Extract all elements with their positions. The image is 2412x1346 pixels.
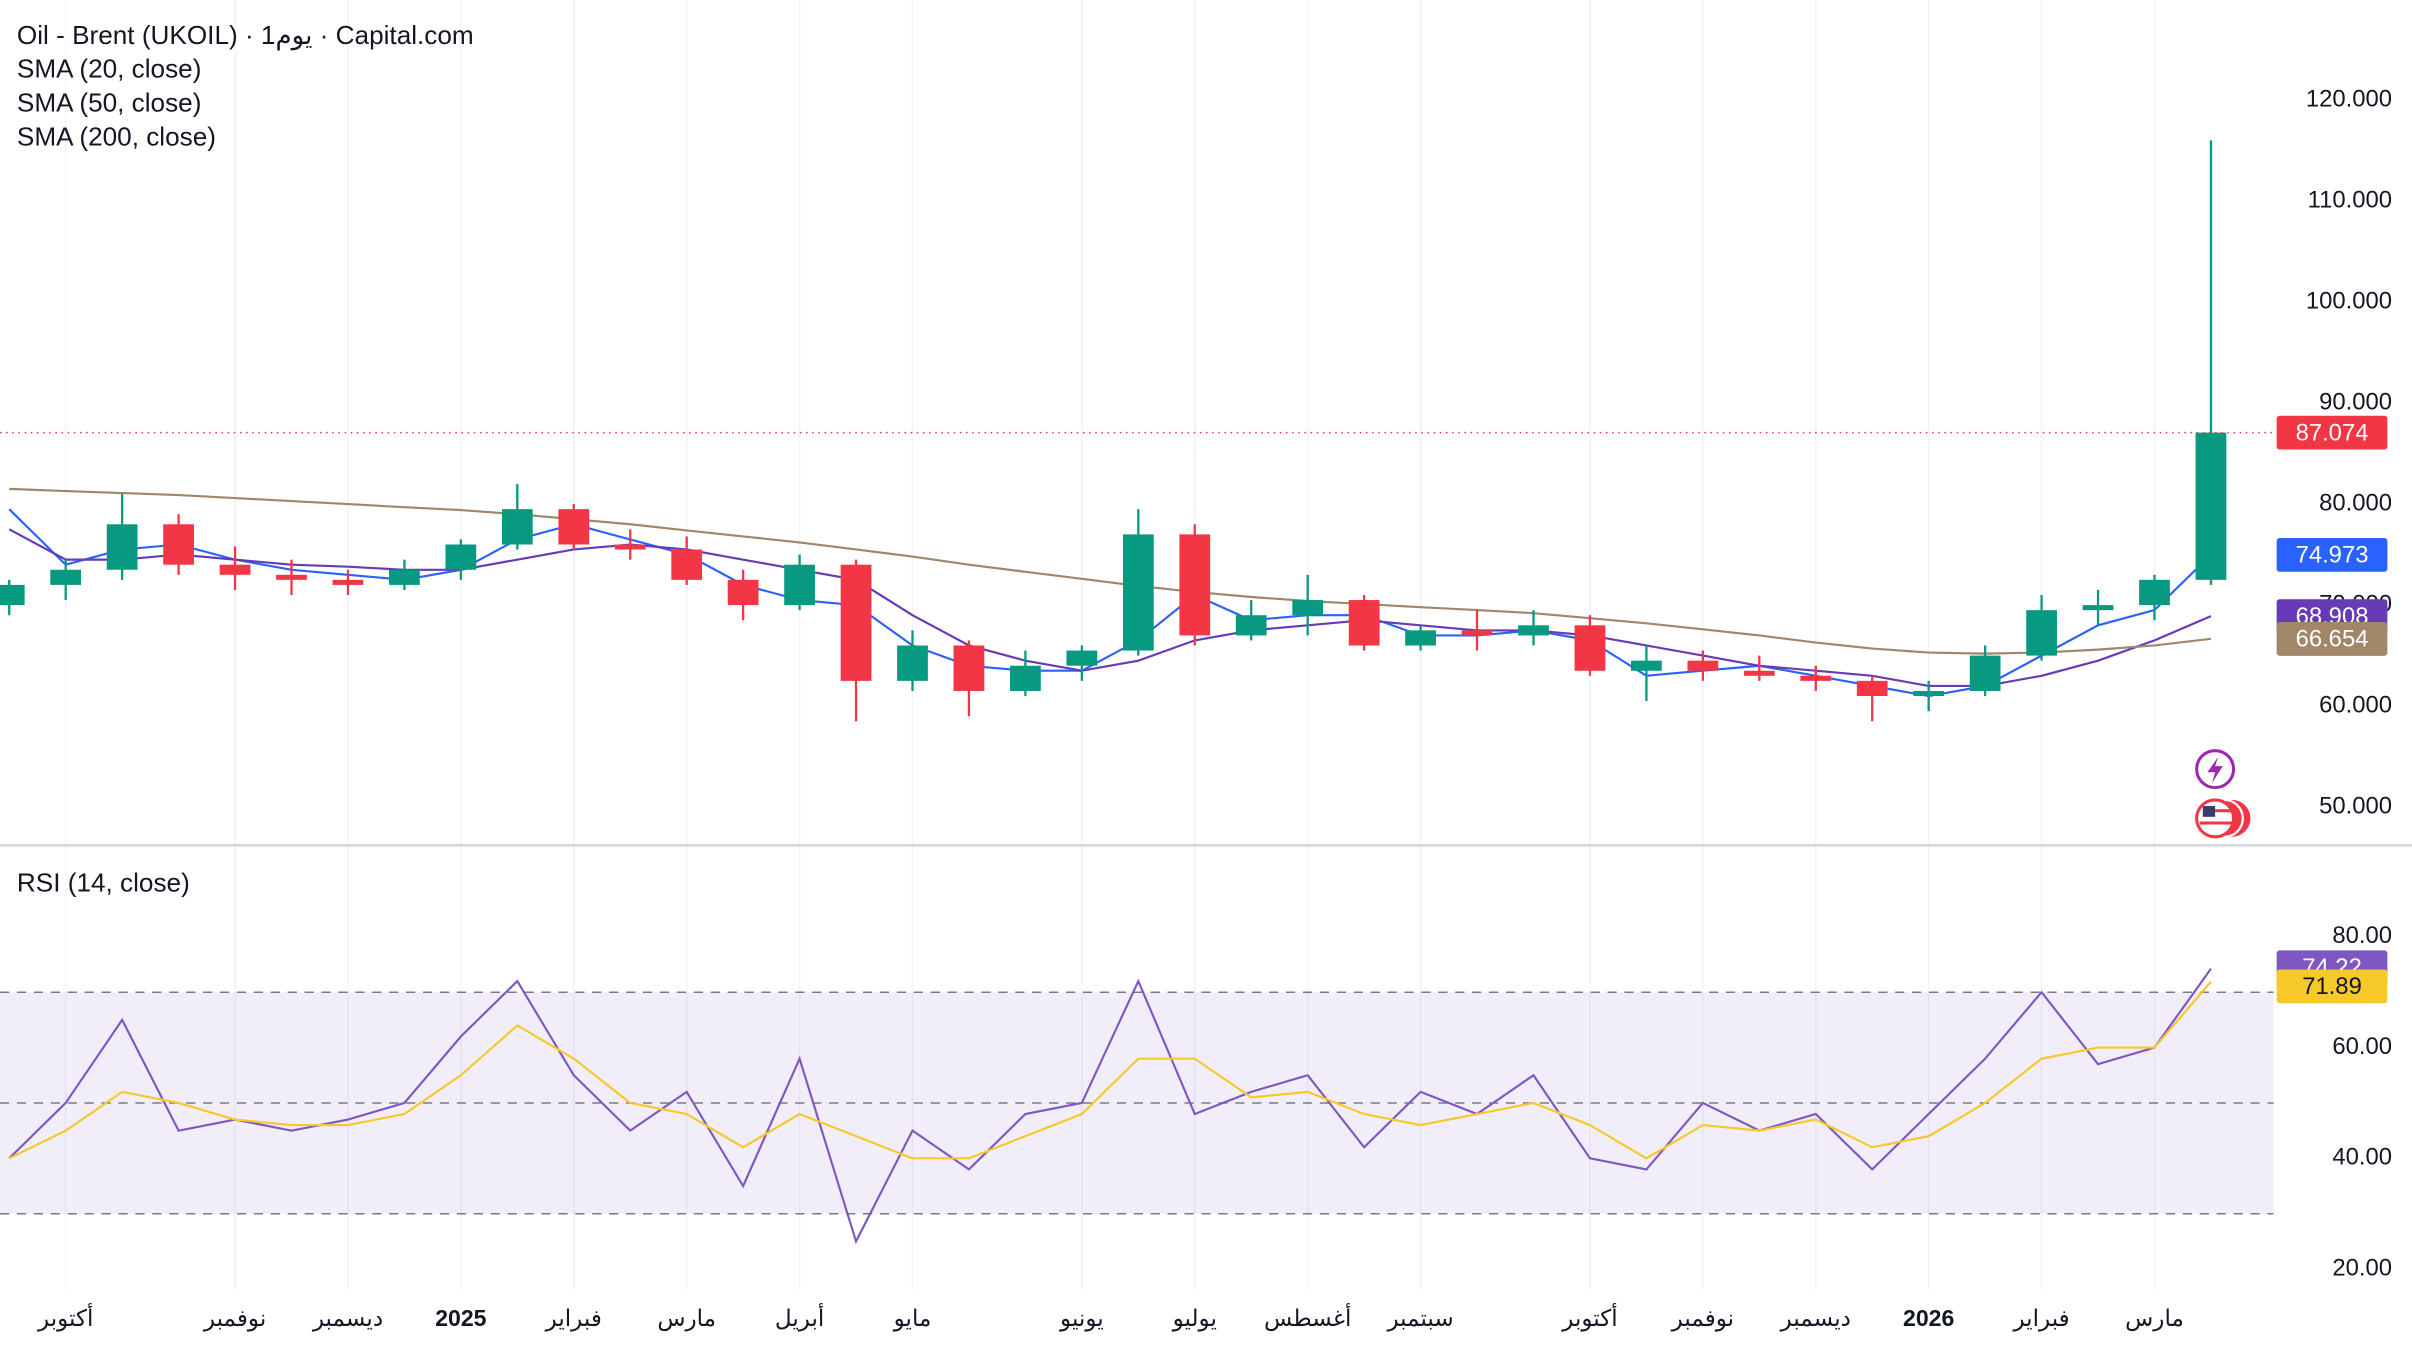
x-tick-label: مارس (2125, 1305, 2184, 1332)
candle-body (389, 569, 420, 585)
legend-entry: SMA (20, close) (17, 54, 202, 84)
candle-body (1574, 625, 1606, 671)
candle-body (840, 564, 872, 681)
flag-canton (2202, 806, 2216, 817)
candle-body (50, 569, 82, 585)
x-tick-label: نوفمبر (203, 1305, 266, 1332)
lightning-glyph (2207, 756, 2223, 783)
candle-body (1969, 655, 2001, 691)
y-tick-label: 100.000 (2306, 287, 2392, 314)
candle-body (614, 544, 646, 550)
chart-title: Oil - Brent (UKOIL) · 1يوم · Capital.com (17, 20, 474, 51)
price-badge (2276, 621, 2388, 656)
price-badge (2276, 537, 2388, 572)
x-tick-label: أكتوبر (37, 1303, 93, 1332)
candle-body (445, 544, 477, 570)
rsi-ma-line (8, 981, 2212, 1160)
candle-body (219, 564, 251, 575)
labels-layer: 50.00060.00070.00080.00090.000100.000110… (17, 54, 2392, 1332)
candle-body (671, 549, 703, 580)
candle-body (1405, 630, 1436, 646)
x-tick-label: 2026 (1903, 1305, 1954, 1331)
flag-icon[interactable] (2195, 798, 2236, 839)
candle-body (1461, 630, 1493, 636)
y-tick-label: 120.000 (2306, 85, 2392, 112)
x-tick-label: فبراير (545, 1305, 602, 1332)
candle-body (1800, 675, 1832, 681)
candle-body (0, 584, 25, 606)
x-tick-label: فبراير (2012, 1305, 2069, 1332)
y-tick-label: 20.00 (2332, 1254, 2392, 1281)
candle-body (2139, 579, 2170, 606)
y-tick-label: 60.00 (2332, 1033, 2392, 1060)
candle-body (1122, 534, 1154, 651)
candle-body (1235, 615, 1267, 636)
candle-body (727, 579, 759, 606)
x-tick-label: 2025 (435, 1305, 486, 1331)
sma-line (9, 487, 2212, 655)
candle-body (1856, 680, 1888, 697)
y-tick-label: 40.00 (2332, 1144, 2392, 1171)
y-tick-label: 80.000 (2319, 489, 2392, 516)
event-icons (2195, 749, 2251, 839)
y-tick-label: 50.000 (2319, 792, 2392, 819)
price-badge-label: 66.654 (2296, 626, 2369, 653)
candle-body (1518, 625, 1549, 636)
marks-layer (0, 140, 2274, 1245)
price-badge-label: 74.973 (2296, 542, 2369, 569)
candle-body (1292, 600, 1324, 616)
y-tick-label: 60.000 (2319, 691, 2392, 718)
y-tick-label: 110.000 (2308, 186, 2392, 213)
candle-body (1179, 534, 1211, 636)
candle-body (897, 645, 928, 681)
candle-body (276, 574, 307, 580)
candle-body (1348, 600, 1380, 646)
price-badge-label: 71.89 (2302, 973, 2362, 1000)
candle-body (953, 645, 985, 691)
x-tick-label: أبريل (775, 1303, 824, 1332)
candle-body (2082, 605, 2114, 611)
y-tick-label: 80.00 (2332, 922, 2392, 949)
candle-body (501, 509, 533, 545)
price-badge (2276, 415, 2388, 450)
x-tick-label: أكتوبر (1561, 1303, 1617, 1332)
candle-body (1913, 690, 1945, 697)
candle-body (1066, 650, 1098, 666)
x-tick-label: يوليو (1172, 1305, 1217, 1332)
sma-line (8, 528, 2212, 687)
x-tick-label: يونيو (1059, 1305, 1104, 1332)
legend-entry: SMA (50, close) (17, 88, 202, 118)
candle-body (2195, 432, 2227, 580)
price-badge-label: 87.074 (2296, 419, 2369, 446)
x-tick-label: أغسطس (1264, 1303, 1351, 1332)
rsi-line (8, 968, 2212, 1245)
candle-body (1687, 660, 1719, 671)
sma-line (8, 508, 2212, 698)
legend-entry: SMA (200, close) (17, 121, 216, 151)
candle-body (1743, 670, 1775, 676)
candle-body (332, 579, 364, 585)
candle-body (558, 509, 590, 545)
x-tick-label: نوفمبر (1671, 1305, 1734, 1332)
candle-body (106, 524, 138, 570)
candle-body (1631, 660, 1662, 671)
x-tick-label: مارس (657, 1305, 716, 1332)
x-tick-label: ديسمبر (312, 1305, 383, 1332)
candle-body (163, 524, 194, 565)
candle-body (1010, 665, 1041, 691)
x-tick-label: سبتمبر (1386, 1305, 1453, 1332)
price-badge (2276, 969, 2388, 1004)
candle-body (784, 564, 815, 606)
y-tick-label: 90.000 (2319, 388, 2392, 415)
rsi-title: RSI (14, close) (17, 867, 190, 897)
candle-body (2026, 610, 2057, 656)
x-tick-label: مايو (893, 1305, 932, 1332)
x-tick-label: ديسمبر (1780, 1305, 1851, 1332)
